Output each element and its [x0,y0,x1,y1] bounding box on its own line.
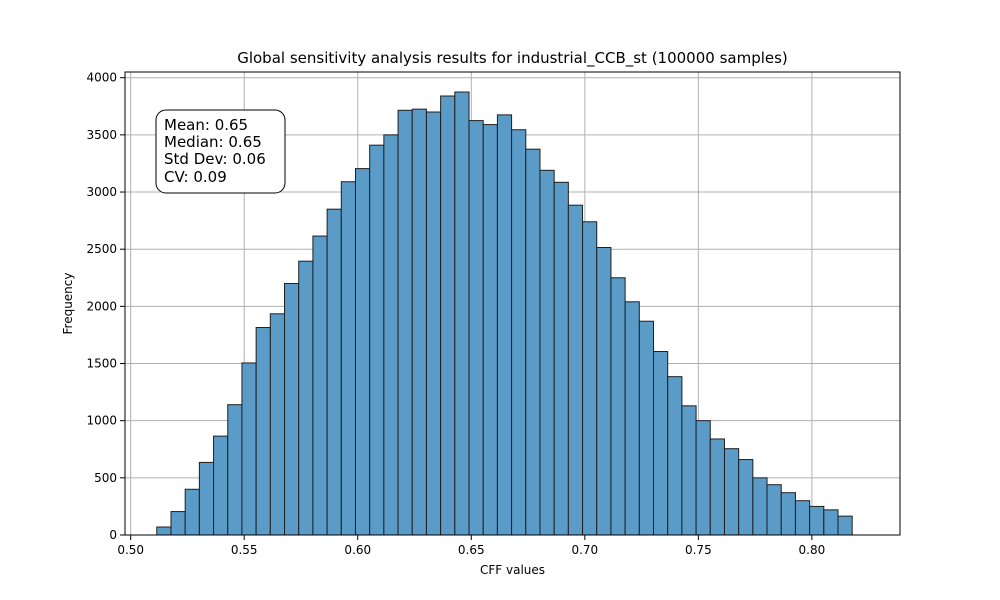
histogram-bar [780,492,796,536]
y-tick-label: 3500 [86,128,117,142]
chart-title: Global sensitivity analysis results for … [237,49,788,68]
histogram-bar [468,120,484,536]
histogram-bar [823,509,839,536]
y-tick-label: 500 [94,471,117,485]
histogram-bar [738,459,754,536]
histogram-bar [213,435,229,536]
y-tick-label: 0 [109,528,117,542]
stats-cv: CV: 0.09 [164,168,227,186]
histogram-bar [411,108,427,536]
histogram-bar [425,111,442,536]
histogram-bar [695,420,711,536]
histogram-bar [794,500,811,536]
histogram-bar [511,129,527,536]
histogram-bar [298,260,314,536]
x-tick-label: 0.60 [344,543,371,557]
histogram-bar [369,144,385,536]
histogram-bar [312,235,328,536]
histogram-bar [667,376,683,536]
x-axis-label: CFF values [480,563,545,577]
histogram-bar [582,221,598,536]
y-tick-label: 2500 [86,242,117,256]
histogram-bar [766,484,782,536]
histogram-bar [198,461,215,536]
histogram-bar [354,168,371,536]
stats-std-dev: Std Dev: 0.06 [164,150,266,168]
stats-median: Median: 0.65 [164,133,262,151]
histogram-bar [284,282,300,536]
histogram-bar [241,362,257,536]
histogram-bar [525,148,541,536]
y-tick-label: 2000 [86,299,117,313]
x-tick-label: 0.65 [458,543,485,557]
histogram-bar [752,477,768,536]
y-tick-label: 4000 [86,71,117,85]
histogram-bar [184,488,200,536]
histogram-bar [539,169,555,536]
histogram-bar [383,134,399,536]
histogram-bar [170,511,186,536]
histogram-bar [809,505,825,536]
y-axis-label: Frequency [61,273,75,335]
histogram-bar [723,448,740,536]
histogram-bar [255,327,271,536]
y-tick-label: 1000 [86,414,117,428]
histogram-bar [156,526,172,536]
histogram-bar [482,124,498,536]
x-tick-label: 0.50 [117,543,144,557]
histogram-bar [397,109,413,536]
histogram-bar [596,246,612,536]
histogram-bar [440,95,456,536]
histogram-bar [227,404,243,536]
histogram-bar [326,208,342,536]
y-tick-label: 1500 [86,357,117,371]
histogram-bar [624,301,640,536]
histogram-bar [454,91,470,536]
plot-frame [124,71,901,536]
histogram-bar [653,351,669,536]
histogram-bar [269,313,286,536]
x-tick-label: 0.75 [685,543,712,557]
histogram-bar [340,181,356,536]
histogram-bar [553,181,569,536]
x-tick-label: 0.70 [571,543,598,557]
axis-ticks: 0.50 0.55 0.60 0.65 0.70 0.75 0.80 0 500 1000 1500… [86,71,825,557]
histogram-bar [567,204,584,536]
y-tick-label: 3000 [86,185,117,199]
stats-mean: Mean: 0.65 [164,116,248,134]
histogram-bar [610,277,626,536]
stats-box: Mean: 0.65 Median: 0.65 Std Dev: 0.06 CV… [155,109,286,194]
histogram-bar [496,114,513,536]
stats-box-frame [155,109,286,194]
histogram-bar [709,438,725,536]
histogram-bar [837,515,853,536]
x-tick-label: 0.80 [799,543,826,557]
histogram-bars [156,91,853,536]
histogram-bar [638,320,655,536]
x-tick-label: 0.55 [231,543,258,557]
histogram-bar [681,405,697,536]
